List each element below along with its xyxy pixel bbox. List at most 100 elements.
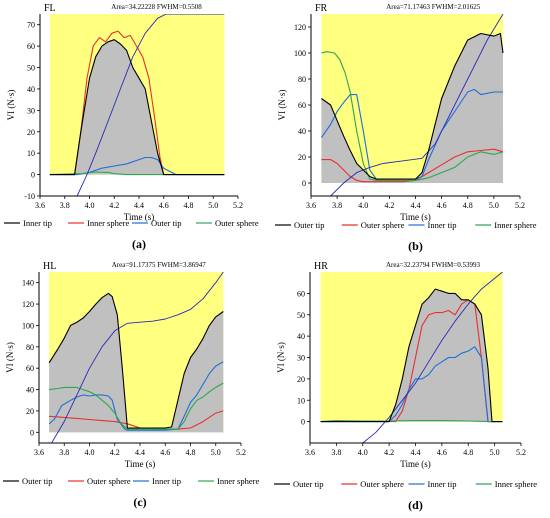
x-tick-label: 3.8 bbox=[60, 201, 70, 210]
y-tick-label: 0 bbox=[30, 428, 34, 437]
x-tick-label: 3.6 bbox=[306, 201, 316, 210]
y-tick-label: 120 bbox=[294, 23, 306, 32]
legend-label: Inner tip bbox=[23, 218, 52, 228]
cumulative-line bbox=[76, 14, 225, 196]
x-tick-label: 4.2 bbox=[109, 201, 119, 210]
y-tick-label: 80 bbox=[26, 343, 34, 352]
x-tick-label: 3.8 bbox=[332, 201, 342, 210]
x-axis-label: Time (s) bbox=[400, 459, 430, 469]
y-axis-label: VI (N·s) bbox=[277, 90, 287, 121]
chart-panel-3: 3.6 3.8 4.0 4.2 4.4 4.6 4.8 5.0 5.2 0 20 40 60 80 100 1… bbox=[3, 261, 259, 509]
y-tick-label: 20 bbox=[27, 128, 35, 137]
panel-label: HL bbox=[43, 261, 56, 272]
panel-label: HR bbox=[314, 261, 328, 272]
series-line-outer-sphere bbox=[49, 171, 225, 176]
x-tick-label: 4.4 bbox=[411, 201, 421, 210]
y-tick-label: 10 bbox=[27, 149, 35, 158]
x-tick-label: 5.0 bbox=[490, 448, 500, 457]
series-line-inner-tip bbox=[48, 361, 224, 431]
legend-label: Outer tip bbox=[22, 476, 52, 486]
area-fill-inner-tip bbox=[49, 39, 225, 175]
legend-label: Outer tip bbox=[294, 220, 324, 230]
y-tick-label: 40 bbox=[297, 332, 305, 341]
plot-area bbox=[48, 272, 224, 443]
x-tick-label: 4.0 bbox=[358, 201, 368, 210]
y-tick-label: 40 bbox=[27, 85, 35, 94]
legend-label: Inner tip bbox=[428, 220, 457, 230]
x-tick-label: 3.8 bbox=[331, 448, 341, 457]
panel-label: FR bbox=[315, 3, 328, 14]
area-annotation: Area=71.17463 FWHM=2.01625 bbox=[386, 3, 481, 11]
legend-label: Inner sphere bbox=[87, 218, 129, 228]
series-line-inner-sphere bbox=[320, 420, 503, 423]
x-tick-label: 5.2 bbox=[236, 448, 246, 457]
y-tick-label: 60 bbox=[26, 364, 34, 373]
cumulative-line bbox=[362, 272, 503, 443]
y-tick-label: 50 bbox=[297, 311, 305, 320]
panel-label: FL bbox=[44, 3, 56, 14]
y-tick-label: 40 bbox=[26, 386, 34, 395]
y-tick-label: 20 bbox=[26, 407, 34, 416]
x-tick-label: 3.8 bbox=[59, 448, 69, 457]
legend-label: Inner tip bbox=[152, 476, 181, 486]
x-tick-label: 4.8 bbox=[463, 448, 473, 457]
area-annotation: Area=32.23794 FWHM=0.53993 bbox=[386, 261, 481, 269]
area-fill-outer-tip bbox=[49, 293, 224, 433]
legend-label: Outer sphere bbox=[361, 220, 405, 230]
series-line-outer-tip bbox=[320, 288, 503, 423]
legend-label: Inner sphere bbox=[217, 476, 259, 486]
x-axis-label: Time (s) bbox=[400, 212, 430, 222]
area-annotation: Area=91.17375 FWHM=3.86947 bbox=[112, 261, 207, 269]
y-tick-label: 140 bbox=[22, 279, 34, 288]
legend-label: Outer sphere bbox=[215, 218, 259, 228]
y-tick-label: 80 bbox=[298, 75, 306, 84]
x-axis-label: Time (s) bbox=[125, 459, 155, 469]
legend-label: Outer tip bbox=[151, 218, 181, 228]
cumulative-line bbox=[330, 14, 504, 196]
y-tick-label: 20 bbox=[297, 375, 305, 384]
plot-area bbox=[49, 14, 225, 196]
y-tick-label: 0 bbox=[31, 171, 35, 180]
y-tick-label: 30 bbox=[27, 106, 35, 115]
series-line-outer-sphere bbox=[320, 299, 503, 423]
series-line-inner-tip bbox=[49, 39, 225, 176]
legend-label: Outer sphere bbox=[360, 479, 404, 489]
x-tick-label: 4.6 bbox=[437, 201, 447, 210]
x-tick-label: 5.2 bbox=[233, 201, 243, 210]
chart-panel-2: 3.6 3.8 4.0 4.2 4.4 4.6 4.8 5.0 5.2 0 20 40 60 80 100 1… bbox=[275, 3, 537, 253]
x-tick-label: 5.2 bbox=[515, 201, 525, 210]
legend-label: Inner sphere bbox=[494, 220, 536, 230]
x-tick-label: 4.8 bbox=[184, 201, 194, 210]
y-axis-label: VI (N·s) bbox=[6, 90, 16, 121]
x-tick-label: 5.0 bbox=[208, 201, 218, 210]
x-tick-label: 4.4 bbox=[134, 201, 144, 210]
panel-caption: (b) bbox=[408, 239, 423, 253]
x-tick-label: 3.6 bbox=[34, 448, 44, 457]
y-tick-label: 10 bbox=[297, 396, 305, 405]
area-annotation: Area=34.22228 FWHM=0.5508 bbox=[111, 3, 202, 11]
series-line-inner-sphere bbox=[49, 382, 224, 430]
x-tick-label: 4.2 bbox=[384, 201, 394, 210]
panel-caption: (a) bbox=[132, 237, 146, 251]
x-tick-label: 4.4 bbox=[135, 448, 145, 457]
x-tick-label: 4.0 bbox=[85, 201, 95, 210]
y-tick-label: 120 bbox=[22, 300, 34, 309]
series-line-inner-sphere bbox=[49, 30, 225, 176]
cumulative-line bbox=[51, 272, 224, 443]
series-line-outer-tip bbox=[48, 292, 224, 429]
y-axis-label: VI (N·s) bbox=[276, 342, 286, 373]
panel-caption: (d) bbox=[408, 498, 423, 512]
x-tick-label: 4.6 bbox=[160, 448, 170, 457]
x-tick-label: 3.6 bbox=[35, 201, 45, 210]
series-line-outer-tip bbox=[321, 32, 504, 180]
x-tick-label: 3.6 bbox=[305, 448, 315, 457]
x-tick-label: 4.2 bbox=[110, 448, 120, 457]
series-line-inner-tip bbox=[320, 346, 503, 423]
chart-panel-1: 3.6 3.8 4.0 4.2 4.4 4.6 4.8 5.0 5.2 -10 0 10 20 30 40 5… bbox=[4, 3, 259, 251]
y-tick-label: 100 bbox=[294, 49, 306, 58]
y-tick-label: 0 bbox=[302, 179, 306, 188]
y-tick-label: 70 bbox=[27, 21, 35, 30]
y-axis-label: VI (N·s) bbox=[5, 342, 15, 373]
plot-area bbox=[320, 14, 504, 196]
